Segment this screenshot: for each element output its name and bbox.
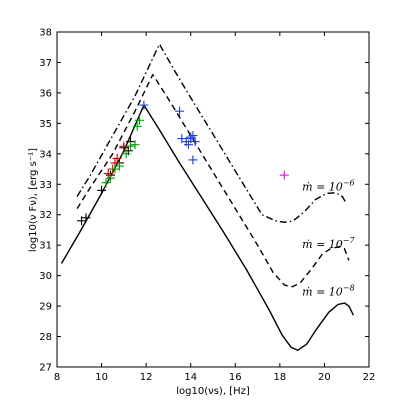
x-tick-label: 14 <box>184 372 197 383</box>
y-tick-label: 28 <box>39 332 52 343</box>
y-tick-label: 37 <box>39 58 52 69</box>
y-tick-label: 31 <box>39 241 52 252</box>
axis-ticks: 8 10 12 14 16 18 20 22 27 28 29 30 31 32 33 34 35 36 37 38 <box>39 28 375 384</box>
plus-marker <box>101 178 111 188</box>
plus-marker <box>121 149 131 159</box>
plus-marker <box>279 170 289 180</box>
x-tick-label: 10 <box>95 372 108 383</box>
curve-label: ṁ = 10−8 <box>302 283 354 298</box>
model-curves <box>60 43 355 351</box>
plus-marker <box>114 161 124 171</box>
curve-dashed <box>76 73 350 288</box>
plus-marker <box>126 141 136 151</box>
plot-area <box>56 31 370 368</box>
y-tick-label: 30 <box>39 271 52 282</box>
plus-marker <box>134 115 144 125</box>
x-tick-label: 8 <box>54 372 60 383</box>
plus-marker <box>132 121 142 131</box>
plus-marker <box>190 137 200 147</box>
y-tick-label: 32 <box>39 210 52 221</box>
y-tick-label: 34 <box>39 149 52 160</box>
y-tick-label: 27 <box>39 363 52 374</box>
plus-marker <box>112 153 122 163</box>
x-tick-label: 16 <box>229 372 242 383</box>
plus-marker <box>103 169 113 179</box>
x-tick-label: 20 <box>318 372 331 383</box>
y-tick-label: 29 <box>39 302 52 313</box>
plus-marker <box>105 173 115 183</box>
y-tick-label: 36 <box>39 88 52 99</box>
curve-label: ṁ = 10−7 <box>302 236 355 251</box>
curve-dashdot <box>76 43 348 223</box>
plus-marker <box>188 155 198 165</box>
plus-marker <box>81 213 91 223</box>
plus-marker <box>139 100 149 110</box>
y-axis-label: log10(ν Fν), [erg s⁻¹] <box>28 148 39 252</box>
plus-marker <box>175 106 185 116</box>
x-tick-label: 12 <box>140 372 153 383</box>
plus-marker <box>130 140 140 150</box>
x-tick-label: 22 <box>363 372 376 383</box>
curve-annotations: ṁ = 10−6 ṁ = 10−7 ṁ = 10−8 <box>302 178 355 298</box>
plus-marker <box>183 140 193 150</box>
data-markers <box>77 100 289 226</box>
x-tick-label: 18 <box>273 372 286 383</box>
y-tick-label: 35 <box>39 119 52 130</box>
plus-marker <box>97 185 107 195</box>
y-tick-label: 33 <box>39 180 52 191</box>
x-axis-label: log10(νs), [Hz] <box>176 386 250 397</box>
y-tick-label: 38 <box>39 28 52 39</box>
curve-label: ṁ = 10−6 <box>302 178 354 193</box>
curve-solid <box>60 104 355 351</box>
